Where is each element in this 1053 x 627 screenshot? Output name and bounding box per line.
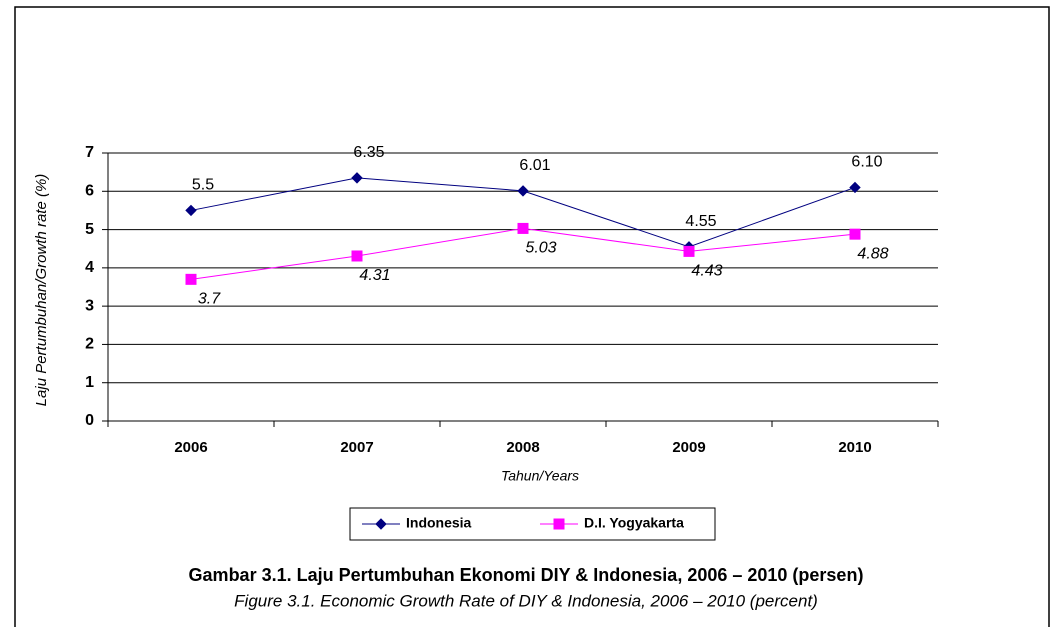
point [351, 250, 363, 262]
y-tick-label: 5 [85, 221, 94, 238]
data-label: 4.31 [359, 267, 390, 284]
data-label: 4.55 [685, 213, 716, 230]
point [849, 228, 861, 240]
x-tick-label: 2007 [340, 439, 373, 456]
data-label: 3.7 [198, 291, 221, 308]
series-line [190, 227, 856, 280]
point [683, 245, 695, 257]
point [517, 222, 529, 234]
legend-marker [553, 518, 565, 530]
legend-marker [375, 518, 387, 530]
y-tick-label: 2 [85, 336, 94, 353]
point [185, 204, 197, 217]
x-tick-label: 2010 [838, 439, 871, 456]
caption-subtitle: Figure 3.1. Economic Growth Rate of DIY … [234, 591, 818, 610]
point [849, 181, 861, 194]
x-tick-label: 2009 [672, 439, 705, 456]
point [351, 172, 363, 184]
y-tick-label: 0 [85, 412, 94, 429]
data-label: 6.35 [353, 144, 384, 161]
legend-label: D.I. Yogyakarta [584, 515, 684, 531]
data-label: 4.88 [857, 245, 888, 262]
y-tick-label: 7 [85, 144, 94, 161]
x-tick-label: 2006 [174, 439, 207, 456]
y-axis-title: Laju Pertumbuhan/Growth rate (%) [33, 174, 50, 407]
point [517, 185, 529, 197]
legend-label: Indonesia [406, 515, 472, 531]
data-label: 5.5 [192, 177, 214, 194]
frame [14, 6, 1050, 627]
point [185, 273, 197, 285]
data-label: 6.01 [519, 157, 550, 174]
data-label: 4.43 [691, 263, 722, 280]
data-label: 5.03 [525, 240, 556, 257]
x-tick-label: 2008 [506, 439, 539, 456]
y-tick-label: 6 [85, 183, 94, 200]
y-tick-label: 1 [85, 374, 94, 391]
y-tick-label: 4 [85, 259, 94, 276]
data-label: 6.10 [851, 154, 882, 171]
x-axis-title: Tahun/Years [501, 468, 579, 484]
legend-box [349, 507, 716, 541]
caption-title: Gambar 3.1. Laju Pertumbuhan Ekonomi DIY… [189, 565, 864, 585]
y-tick-label: 3 [85, 297, 94, 314]
